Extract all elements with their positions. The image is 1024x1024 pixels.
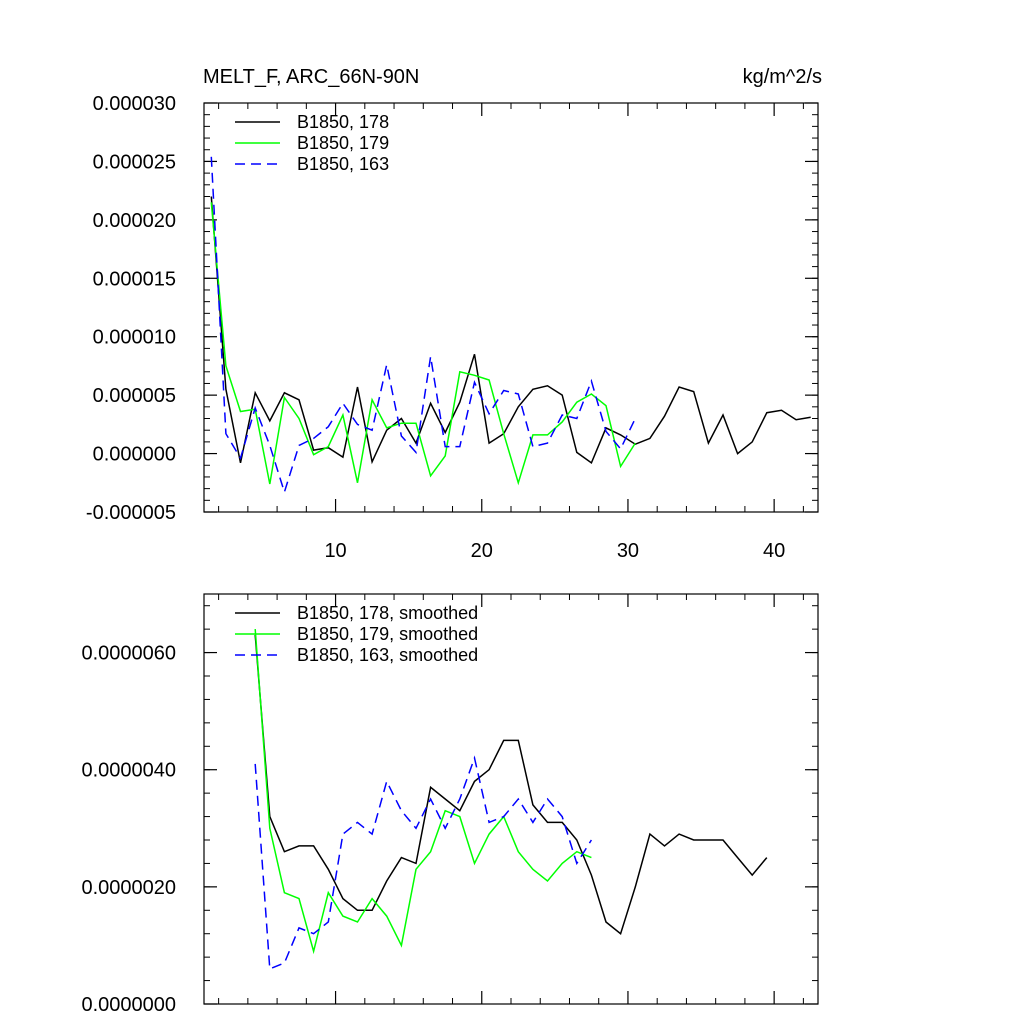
series-line-3 <box>210 156 636 495</box>
x-tick-label: 10 <box>324 540 346 562</box>
chart-title: MELT_F, ARC_66N-90N <box>203 66 419 88</box>
x-tick-label: 30 <box>617 540 639 562</box>
series-line-3 <box>254 755 593 970</box>
y-tick-label: 0.0000020 <box>81 877 176 899</box>
x-tick-label: 40 <box>763 540 785 562</box>
bottom-axes: 0.0000000 0.0000020 0.0000040 0.0000060 <box>81 594 818 1016</box>
y-tick-label: 0.000025 <box>93 151 176 173</box>
y-tick-label: 0.000010 <box>93 327 176 349</box>
units-label: kg/m^2/s <box>743 66 822 88</box>
legend-label: B1850, 163 <box>297 154 389 174</box>
legend-label: B1850, 179 <box>297 133 389 153</box>
x-tick-label: 20 <box>471 540 493 562</box>
y-tick-label: 0.000020 <box>93 210 176 232</box>
legend-label: B1850, 178, smoothed <box>297 603 478 623</box>
bottom-series <box>254 629 768 970</box>
y-tick-label: -0.000005 <box>86 502 176 524</box>
series-line-2 <box>254 629 592 955</box>
legend-label: B1850, 179, smoothed <box>297 624 478 644</box>
top-series <box>210 156 811 495</box>
y-tick-label: 0.000005 <box>93 385 176 407</box>
series-line-1 <box>254 634 768 935</box>
top-panel: MELT_F, ARC_66N-90N kg/m^2/s -0.000005 0.… <box>86 66 822 562</box>
legend-label: B1850, 163, smoothed <box>297 645 478 665</box>
y-tick-label: 0.0000060 <box>81 643 176 665</box>
y-tick-label: 0.000030 <box>93 93 176 115</box>
bottom-panel: 0.0000000 0.0000020 0.0000040 0.0000060 B18… <box>81 593 819 1016</box>
y-tick-label: 0.0000040 <box>81 760 176 782</box>
y-tick-label: 0.000015 <box>93 268 176 290</box>
series-line-1 <box>210 196 811 465</box>
legend-label: B1850, 178 <box>297 112 389 132</box>
y-tick-label: 0.000000 <box>93 444 176 466</box>
y-tick-label: 0.0000000 <box>81 994 176 1016</box>
top-axes: -0.000005 0.000000 0.000005 0.000010 0.00001… <box>86 93 818 562</box>
series-line-2 <box>210 202 636 486</box>
